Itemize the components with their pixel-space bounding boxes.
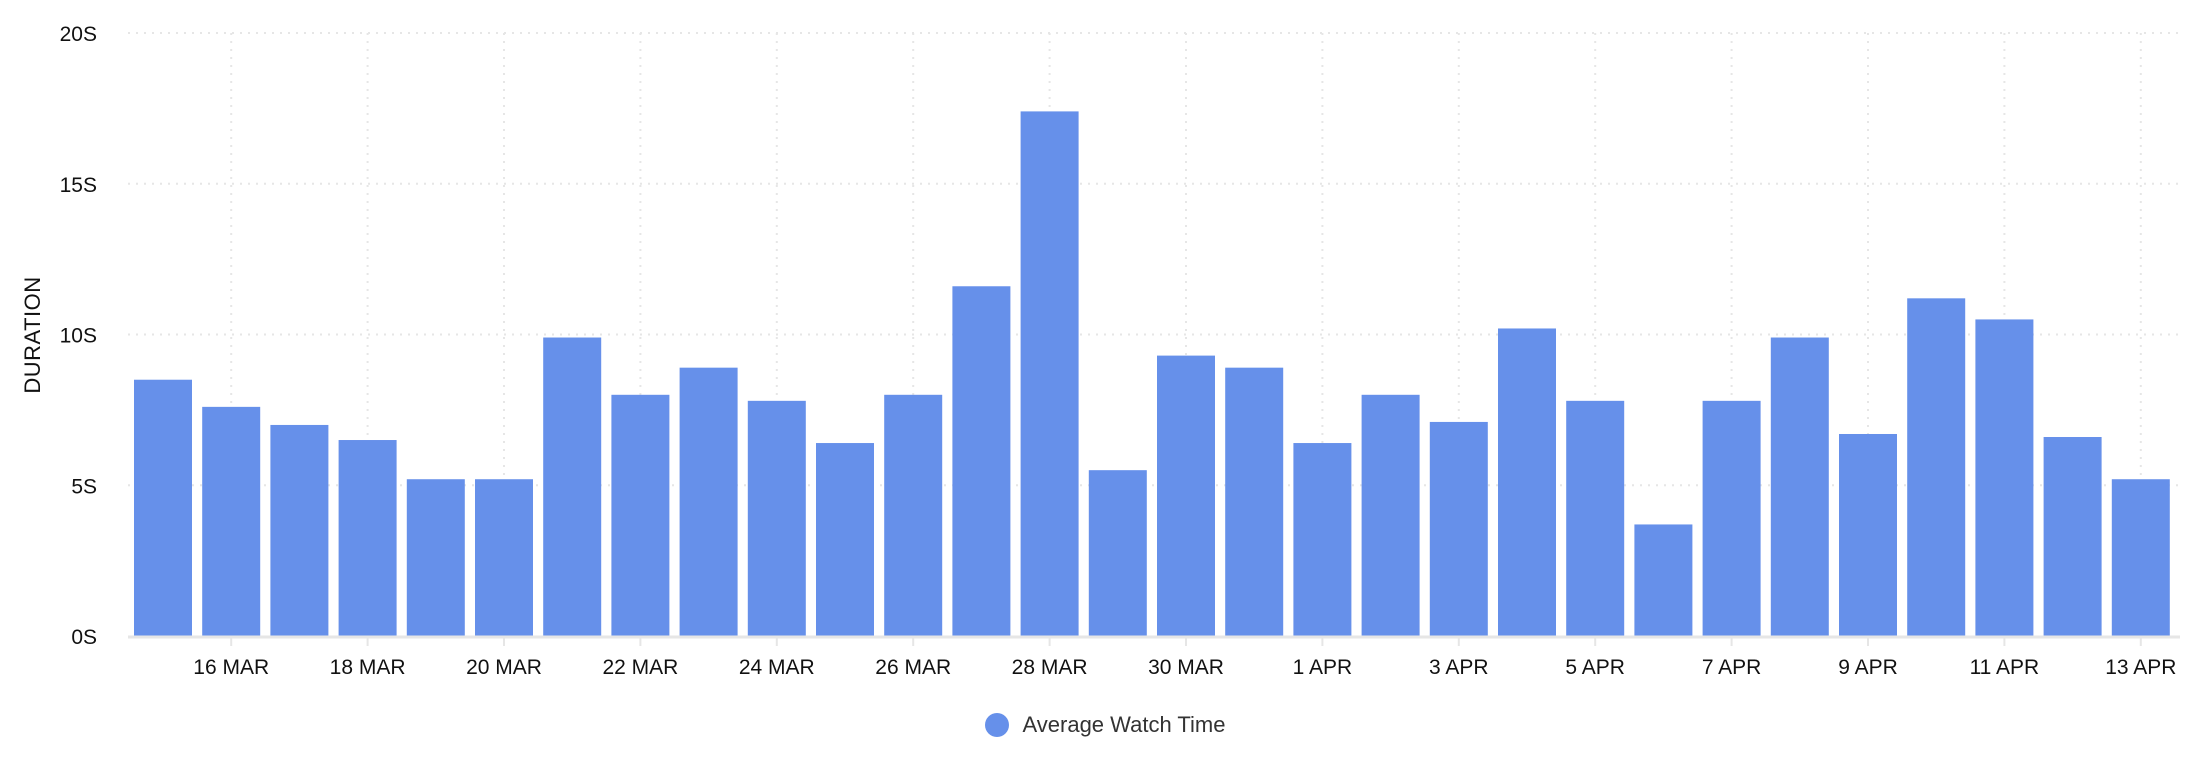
x-tick-label: 1 APR — [1293, 656, 1353, 679]
bar[interactable]: 2 APR: 8s — [1361, 394, 1420, 636]
y-axis-title: DURATION — [20, 276, 45, 393]
y-tick-label: 0S — [71, 626, 97, 649]
bar[interactable]: 13 APR: 5.2s — [2111, 479, 2170, 636]
bar[interactable]: 22 MAR: 8s — [611, 394, 670, 636]
bar[interactable]: 29 MAR: 5.5s — [1088, 470, 1147, 636]
bar[interactable]: 7 APR: 7.8s — [1702, 400, 1761, 636]
x-tick-label: 24 MAR — [739, 656, 815, 679]
x-tick-label: 11 APR — [1970, 656, 2040, 679]
bar[interactable]: 11 APR: 10.5s — [1975, 319, 2034, 636]
bar[interactable]: 5 APR: 7.8s — [1566, 400, 1625, 636]
x-tick-label: 30 MAR — [1148, 656, 1224, 679]
bar[interactable]: 30 MAR: 9.3s — [1157, 355, 1215, 636]
y-tick-label: 15S — [60, 174, 97, 197]
y-tick-label: 10S — [60, 325, 97, 348]
bar[interactable]: 9 APR: 6.7s — [1839, 433, 1897, 636]
x-axis-ticks: 16 MAR 18 MAR 20 MAR 22 MAR 24 MAR 26 MAR 28 M… — [193, 636, 2176, 679]
x-tick-label: 5 APR — [1565, 656, 1625, 679]
bar[interactable]: 3 APR: 7.1s — [1429, 421, 1488, 636]
x-tick-label: 13 APR — [2105, 656, 2176, 679]
x-tick-label: 28 MAR — [1012, 656, 1088, 679]
x-tick-label: 3 APR — [1429, 656, 1489, 679]
y-axis-ticks: 0S 5S 10S 15S 20S — [60, 23, 97, 649]
bar[interactable]: 21 MAR: 9.9s — [543, 337, 602, 636]
bar[interactable]: 28 MAR: 17.4s — [1020, 111, 1079, 636]
x-tick-label: 16 MAR — [193, 656, 269, 679]
bar[interactable]: 24 MAR: 7.8s — [747, 400, 806, 636]
y-tick-label: 20S — [60, 23, 97, 46]
legend-item-average-watch-time[interactable]: Average Watch Time — [984, 712, 1226, 738]
bar[interactable]: 16 MAR: 7.6s — [202, 406, 261, 636]
x-tick-label: 18 MAR — [330, 656, 406, 679]
bar[interactable]: 31 MAR: 8.9s — [1225, 367, 1284, 636]
x-tick-label: 22 MAR — [602, 656, 678, 679]
x-tick-label: 20 MAR — [466, 656, 542, 679]
bar[interactable]: 23 MAR: 8.9s — [679, 367, 738, 636]
bar[interactable]: 27 MAR: 11.6s — [952, 286, 1011, 636]
bar[interactable]: 19 MAR: 5.2s — [406, 479, 465, 636]
x-tick-label: 7 APR — [1702, 656, 1762, 679]
bar[interactable]: 1 APR: 6.4s — [1293, 443, 1352, 636]
bar[interactable]: 8 APR: 9.9s — [1770, 337, 1829, 636]
bar[interactable]: 12 APR: 6.6s — [2043, 437, 2102, 636]
legend-dot-icon — [984, 713, 1009, 737]
bar[interactable]: 20 MAR: 5.2s — [475, 479, 533, 636]
bar[interactable]: 15 MAR: 8.5s — [134, 379, 192, 636]
bar[interactable]: 10 APR: 11.2s — [1907, 298, 1966, 636]
y-tick-label: 5S — [71, 475, 97, 498]
x-tick-label: 9 APR — [1838, 656, 1898, 679]
horizontal-gridlines — [128, 32, 2180, 487]
bar[interactable]: 18 MAR: 6.5s — [338, 440, 397, 636]
bar[interactable]: 6 APR: 3.7s — [1634, 524, 1693, 636]
bar[interactable]: 17 MAR: 7s — [270, 424, 329, 636]
legend: Average Watch Time — [0, 712, 2200, 738]
bar[interactable]: 25 MAR: 6.4s — [816, 443, 874, 636]
legend-label: Average Watch Time — [1022, 712, 1226, 737]
bar[interactable]: 4 APR: 10.2s — [1498, 328, 1556, 636]
bar-series-average-watch-time: 15 MAR: 8.5s16 MAR: 7.6s17 MAR: 7s18 MAR… — [134, 111, 2170, 636]
bar[interactable]: 26 MAR: 8s — [884, 394, 943, 636]
x-tick-label: 26 MAR — [875, 656, 951, 679]
